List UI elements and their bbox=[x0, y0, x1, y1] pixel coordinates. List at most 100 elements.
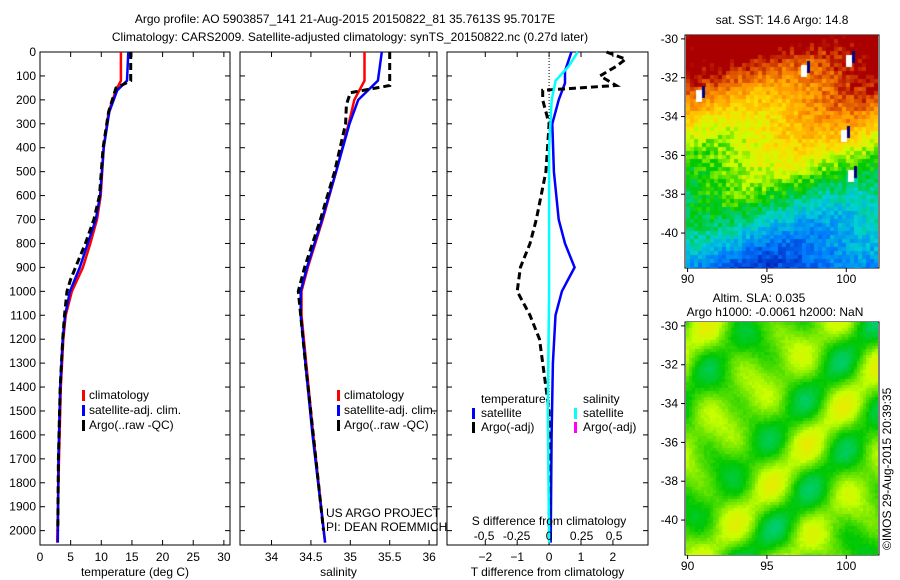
y-tick-label: 1300 bbox=[9, 356, 36, 370]
series-line-climatology bbox=[55, 52, 123, 543]
legend-swatch bbox=[82, 390, 85, 401]
y-tick-label: 1200 bbox=[9, 332, 36, 346]
series-line-temperature-satellite bbox=[549, 51, 576, 543]
legend-group-title: salinity bbox=[583, 392, 620, 406]
y-tick-label: -32 bbox=[661, 358, 679, 372]
series-line-satellite-adj-clim- bbox=[299, 51, 384, 543]
annotation-text: PI: DEAN ROEMMICH bbox=[326, 520, 447, 534]
y-tick-label: 200 bbox=[16, 93, 36, 107]
y-tick-label: 1500 bbox=[9, 404, 36, 418]
legend-label: satellite-adj. clim. bbox=[344, 403, 436, 417]
y-tick-label: -34 bbox=[661, 397, 679, 411]
x-tick-label: 10 bbox=[95, 550, 109, 564]
legend-group-title: temperature bbox=[481, 392, 546, 406]
x-tick-label: 2 bbox=[610, 550, 617, 564]
legend-label: climatology bbox=[344, 388, 404, 402]
y-tick-label: 900 bbox=[16, 260, 36, 274]
y-tick-label: -32 bbox=[661, 71, 679, 85]
map-subtitle: Argo h1000: -0.0061 h2000: NaN bbox=[687, 305, 864, 319]
x-tick-label: 90 bbox=[681, 272, 695, 286]
series-line-argo-raw-qc- bbox=[296, 52, 392, 531]
x-tick-label: −1 bbox=[510, 550, 524, 564]
y-tick-label: 400 bbox=[16, 141, 36, 155]
x-tick-label-secondary: 0.5 bbox=[606, 529, 623, 543]
y-tick-label: -30 bbox=[661, 32, 679, 46]
legend-swatch bbox=[472, 408, 475, 419]
y-tick-label: -36 bbox=[661, 148, 679, 162]
map-title: Altim. SLA: 0.035 bbox=[713, 291, 806, 305]
y-tick-label: 300 bbox=[16, 117, 36, 131]
legend-label: climatology bbox=[89, 388, 149, 402]
x-tick-label: 0 bbox=[546, 550, 553, 564]
series-line-satellite-adj-clim- bbox=[56, 51, 130, 543]
x-tick-label: 1 bbox=[578, 550, 585, 564]
y-tick-label: 800 bbox=[16, 236, 36, 250]
plot-frame bbox=[446, 51, 649, 546]
y-tick-label: -38 bbox=[661, 187, 679, 201]
legend-swatch bbox=[82, 405, 85, 416]
legend-label: satellite bbox=[583, 406, 624, 420]
x-axis-label: T difference from climatology bbox=[471, 565, 625, 579]
y-tick-label: 1100 bbox=[10, 308, 36, 322]
credit-text: ©IMOS 29-Aug-2015 20:39:35 bbox=[880, 387, 894, 550]
y-tick-label: 2000 bbox=[9, 524, 36, 538]
x-tick-label: 95 bbox=[760, 559, 774, 573]
x-tick-label: 35.5 bbox=[378, 550, 402, 564]
legend-label: Argo(..raw -QC) bbox=[344, 418, 429, 432]
y-tick-label: 1600 bbox=[9, 428, 36, 442]
series-line-temperature-argo-adj- bbox=[515, 50, 629, 531]
legend-swatch bbox=[337, 390, 340, 401]
figure-title: Argo profile: AO 5903857_141 21-Aug-2015… bbox=[135, 12, 555, 26]
x-tick-label-secondary: -0.25 bbox=[503, 529, 531, 543]
plot-frame bbox=[239, 51, 438, 546]
annotation-text: US ARGO PROJECT bbox=[326, 506, 441, 520]
legend-label: Argo(-adj) bbox=[583, 420, 636, 434]
legend-label: Argo(-adj) bbox=[481, 420, 534, 434]
y-tick-label: -34 bbox=[661, 110, 679, 124]
y-tick-label: -36 bbox=[661, 435, 679, 449]
sla-map bbox=[686, 322, 878, 555]
x-tick-label-secondary: -0.5 bbox=[474, 529, 495, 543]
legend-swatch bbox=[472, 422, 475, 433]
x-tick-label: 15 bbox=[125, 550, 139, 564]
y-tick-label: -40 bbox=[661, 226, 679, 240]
x-tick-label: 0 bbox=[37, 550, 44, 564]
y-tick-label: 600 bbox=[16, 189, 36, 203]
y-tick-label: -40 bbox=[661, 513, 679, 527]
x-tick-label: 25 bbox=[187, 550, 201, 564]
y-tick-label: 1700 bbox=[9, 452, 36, 466]
x-tick-label: 100 bbox=[836, 559, 856, 573]
y-tick-label: 1000 bbox=[9, 284, 36, 298]
legend-swatch bbox=[82, 420, 85, 431]
x-tick-label: 20 bbox=[156, 550, 170, 564]
legend-label: Argo(..raw -QC) bbox=[89, 418, 174, 432]
y-tick-label: 1800 bbox=[9, 476, 36, 490]
y-tick-label: -30 bbox=[661, 319, 679, 333]
legend-swatch bbox=[337, 405, 340, 416]
legend-swatch bbox=[574, 408, 577, 419]
x-tick-label: −2 bbox=[478, 550, 492, 564]
x-tick-label: 35 bbox=[344, 550, 358, 564]
y-tick-label: 0 bbox=[29, 45, 36, 59]
y-tick-label: 100 bbox=[16, 69, 36, 83]
series-line-argo-raw-qc- bbox=[56, 52, 133, 531]
map-title: sat. SST: 14.6 Argo: 14.8 bbox=[716, 13, 849, 27]
x-tick-label: 34 bbox=[265, 550, 279, 564]
x-tick-label: 36 bbox=[422, 550, 436, 564]
x-tick-label: 34.5 bbox=[299, 550, 323, 564]
y-tick-label: 1900 bbox=[9, 500, 36, 514]
x-tick-label: 100 bbox=[836, 272, 856, 286]
legend-swatch bbox=[574, 422, 577, 433]
y-tick-label: -38 bbox=[661, 474, 679, 488]
plot-frame bbox=[39, 51, 231, 546]
x-tick-label: 95 bbox=[760, 272, 774, 286]
x-axis-label: salinity bbox=[320, 565, 357, 579]
x-tick-label: 90 bbox=[681, 559, 695, 573]
sst-map bbox=[686, 35, 878, 268]
legend-swatch bbox=[337, 420, 340, 431]
x-tick-label-secondary: 0.25 bbox=[570, 529, 594, 543]
x-axis-label: temperature (deg C) bbox=[81, 565, 189, 579]
x-tick-label: 30 bbox=[217, 550, 231, 564]
x-axis-label-secondary: S difference from climatology bbox=[472, 514, 627, 528]
